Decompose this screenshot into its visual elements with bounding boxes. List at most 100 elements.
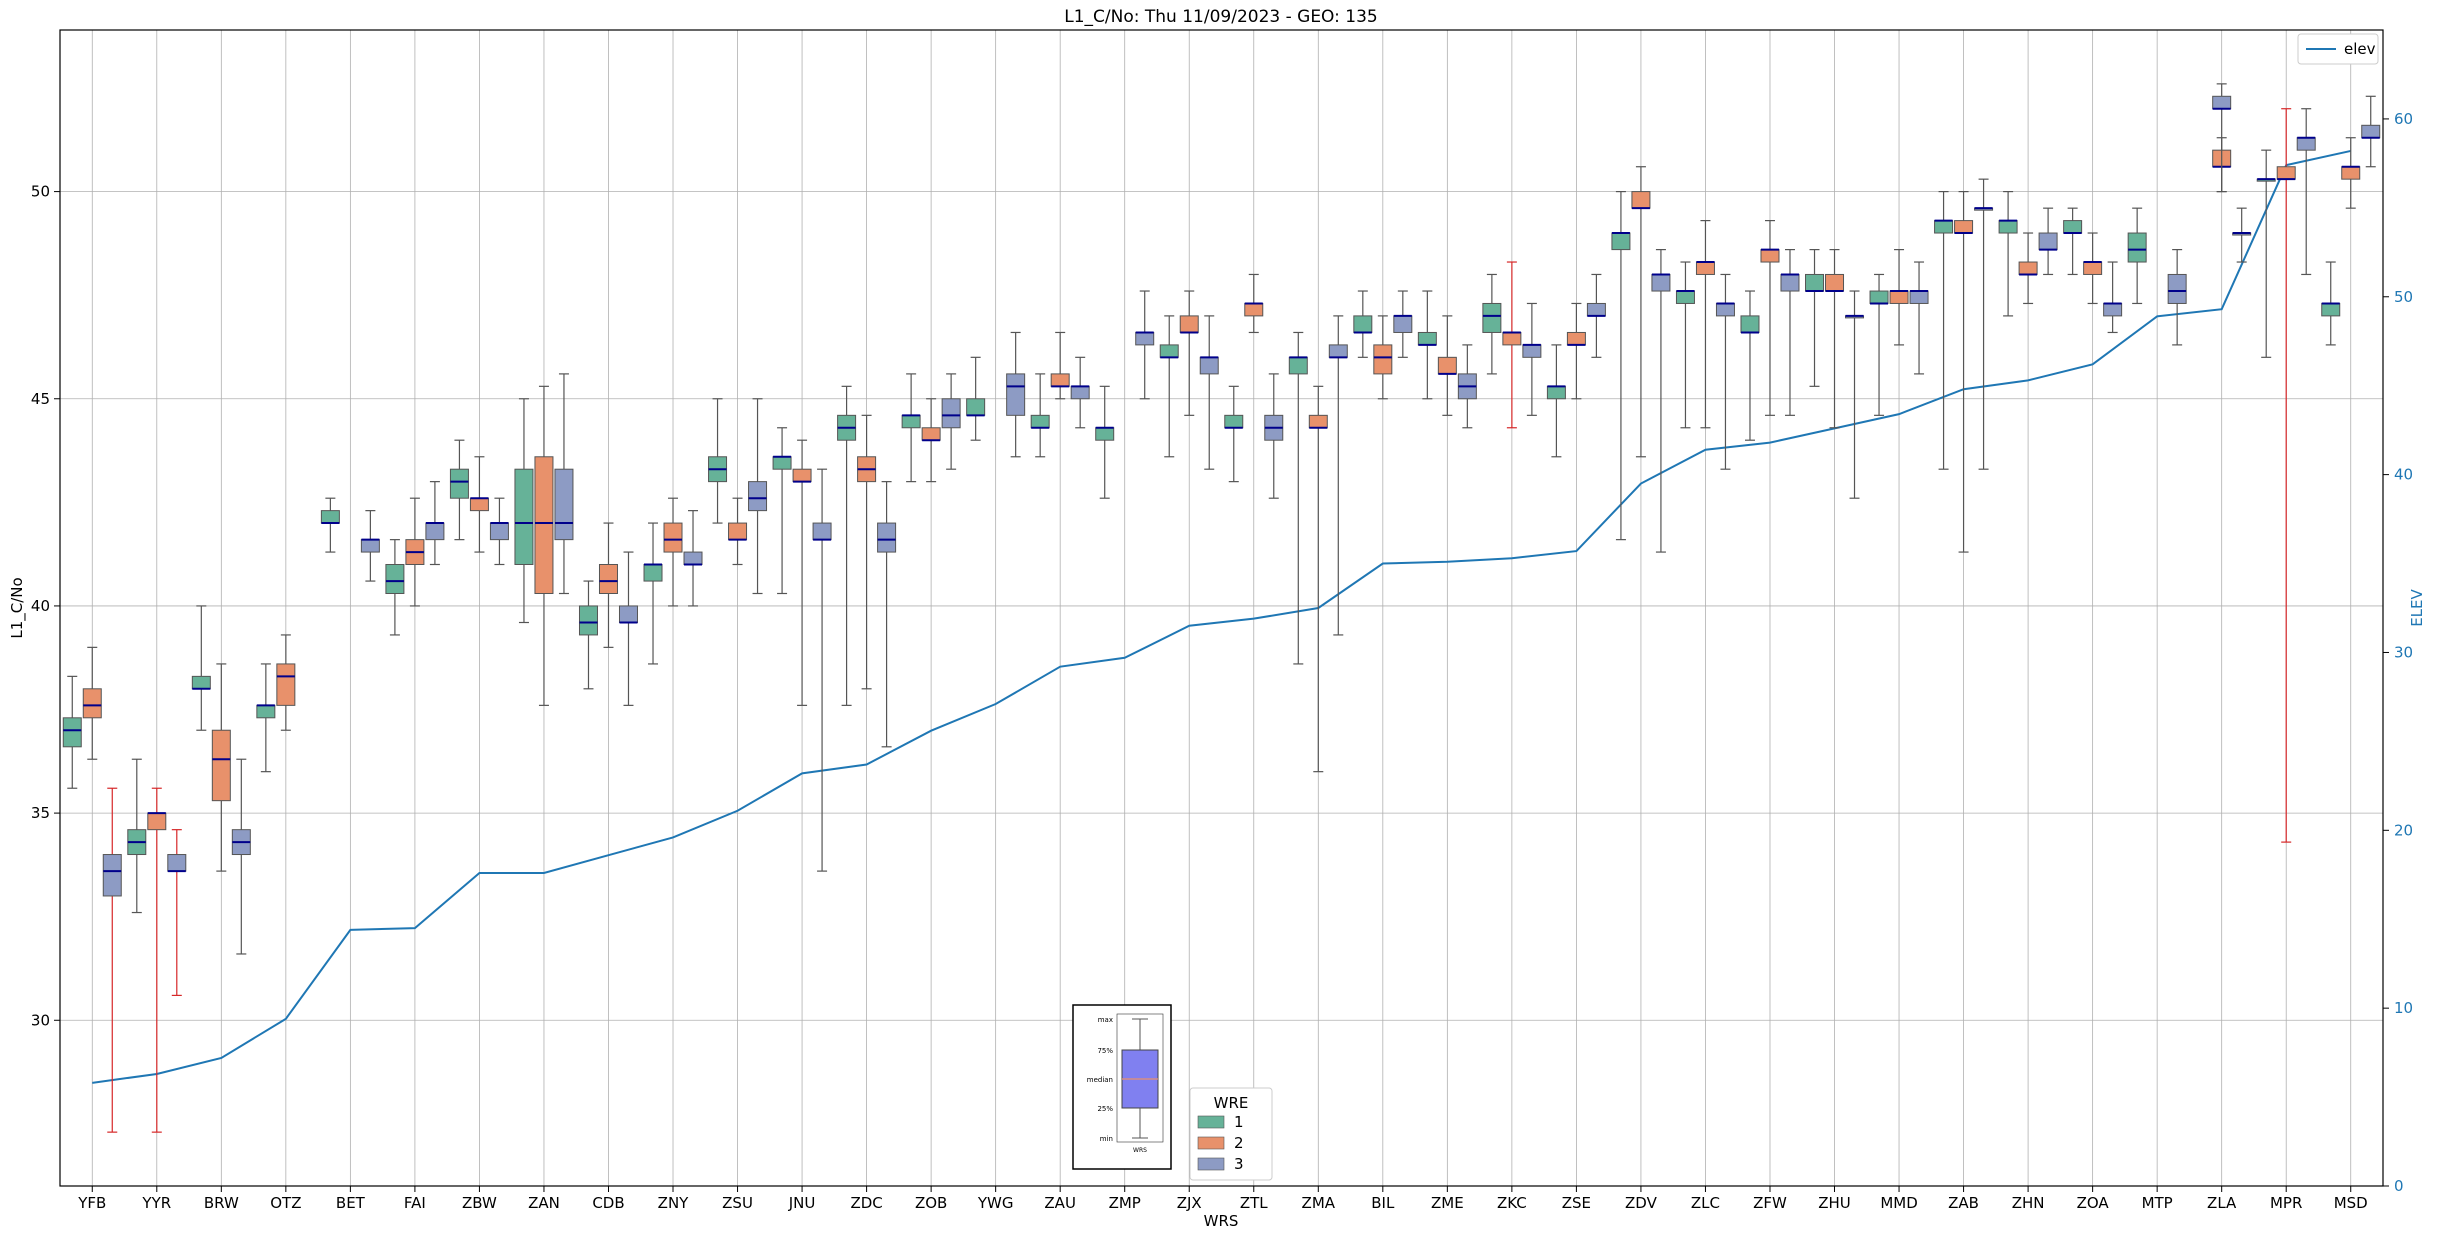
iqr-box [1288, 356, 1308, 375]
iqr-box [1934, 220, 1954, 234]
box-wre-1 [1805, 248, 1825, 387]
x-tick-label: BRW [204, 1194, 239, 1212]
iqr-box [62, 717, 82, 748]
y-tick-label: 35 [31, 804, 50, 822]
box-key-label-max: max [1098, 1016, 1113, 1024]
box-wre-3 [1135, 290, 1155, 400]
y-tick-label: 45 [31, 390, 50, 408]
x-tick-label: FAI [404, 1194, 426, 1212]
box-wre-2 [1244, 273, 1264, 334]
x-tick-label: MSD [2334, 1194, 2368, 1212]
box-wre-1 [449, 439, 469, 541]
iqr-box [1006, 373, 1026, 416]
wre-legend-swatch-3 [1197, 1157, 1225, 1171]
box-wre-3 [102, 787, 122, 1133]
box-key-label-median: median [1087, 1076, 1113, 1084]
iqr-box [877, 522, 897, 553]
iqr-box [1373, 344, 1393, 375]
x-tick-label: ZHN [2012, 1194, 2045, 1212]
box-wre-1 [256, 663, 276, 773]
iqr-box [167, 854, 187, 872]
box-wre-2 [1889, 248, 1909, 346]
iqr-box [1050, 373, 1070, 387]
x-tick-label: ZJX [1177, 1194, 1202, 1212]
box-wre-2 [2018, 232, 2038, 305]
box-wre-1 [1095, 385, 1115, 499]
iqr-box [618, 605, 638, 624]
box-wre-2 [663, 497, 683, 607]
x-tick-label: ZLA [2207, 1194, 2237, 1212]
box-wre-3 [425, 481, 445, 566]
iqr-box [2361, 124, 2381, 139]
iqr-box [1393, 315, 1413, 333]
y-tick-label: 30 [31, 1011, 50, 1029]
x-tick-label: ZNY [658, 1194, 689, 1212]
x-tick-label: YYR [141, 1194, 171, 1212]
elev-legend: elev [2297, 33, 2379, 65]
box-wre-1 [514, 398, 534, 624]
wre-legend-swatch-2 [1197, 1136, 1225, 1150]
y2-tick-label: 20 [2394, 821, 2413, 839]
box-wre-1 [966, 356, 986, 441]
wre-legend-label-1: 1 [1234, 1113, 1244, 1131]
iqr-box [643, 563, 663, 582]
iqr-box [360, 539, 380, 553]
iqr-box [2038, 232, 2058, 251]
iqr-box [2103, 302, 2123, 317]
box-wre-2 [1695, 219, 1715, 429]
iqr-box [469, 497, 489, 512]
box-wre-3 [877, 481, 897, 748]
iqr-box [1482, 302, 1502, 333]
x-tick-label: BIL [1371, 1194, 1395, 1212]
box-wre-2 [598, 522, 618, 648]
wre-legend-label-2: 2 [1234, 1134, 1244, 1152]
iqr-box [1909, 290, 1929, 304]
box-key-label-q1: 25% [1097, 1105, 1113, 1113]
elev-layer [92, 149, 2351, 1084]
iqr-box [1631, 191, 1651, 209]
iqr-box [554, 468, 574, 541]
x-tick-label: ZKC [1497, 1194, 1527, 1212]
box-wre-3 [554, 373, 574, 595]
iqr-box [598, 563, 618, 594]
x-tick-label: MPR [2270, 1194, 2302, 1212]
box-key-axes [1116, 1013, 1164, 1143]
box-wre-2 [2276, 108, 2296, 843]
x-tick-label: ZFW [1753, 1194, 1787, 1212]
iqr-box [663, 522, 683, 553]
iqr-box [1740, 315, 1760, 333]
iqr-box [425, 522, 445, 541]
y2-tick-label: 10 [2394, 999, 2413, 1017]
x-tick-label: ZME [1431, 1194, 1464, 1212]
iqr-box [2341, 166, 2361, 180]
wre-legend-title: WRE [1214, 1094, 1249, 1112]
iqr-box [1244, 302, 1264, 317]
iqr-box [1159, 344, 1179, 358]
iqr-box [728, 522, 748, 541]
iqr-box [792, 468, 812, 483]
box-wre-2 [857, 414, 877, 690]
box-wre-2 [1631, 166, 1651, 458]
box-wre-3 [2038, 207, 2058, 276]
box-wre-1 [1740, 290, 1760, 441]
box-wre-3 [748, 398, 768, 595]
box-wre-3 [2232, 207, 2252, 263]
plot-frame [59, 29, 2384, 1187]
box-wre-2 [276, 634, 296, 731]
iqr-box [1546, 385, 1566, 400]
elev-legend-frame [2297, 33, 2379, 65]
iqr-box [1998, 220, 2018, 234]
iqr-box [1760, 249, 1780, 263]
x-tick-label: MTP [2142, 1194, 2173, 1212]
wre-legend: WRE 1 2 3 [1189, 1087, 1273, 1181]
box-wre-2 [1502, 261, 1522, 429]
box-wre-1 [1030, 373, 1050, 458]
elev-line [92, 149, 2351, 1084]
iqr-box [921, 427, 941, 441]
iqr-box [256, 704, 276, 719]
x-tick-label: ZHU [1818, 1194, 1851, 1212]
chart-title: L1_C/No: Thu 11/09/2023 - GEO: 135 [1064, 7, 1377, 27]
box-wre-2 [469, 456, 489, 553]
